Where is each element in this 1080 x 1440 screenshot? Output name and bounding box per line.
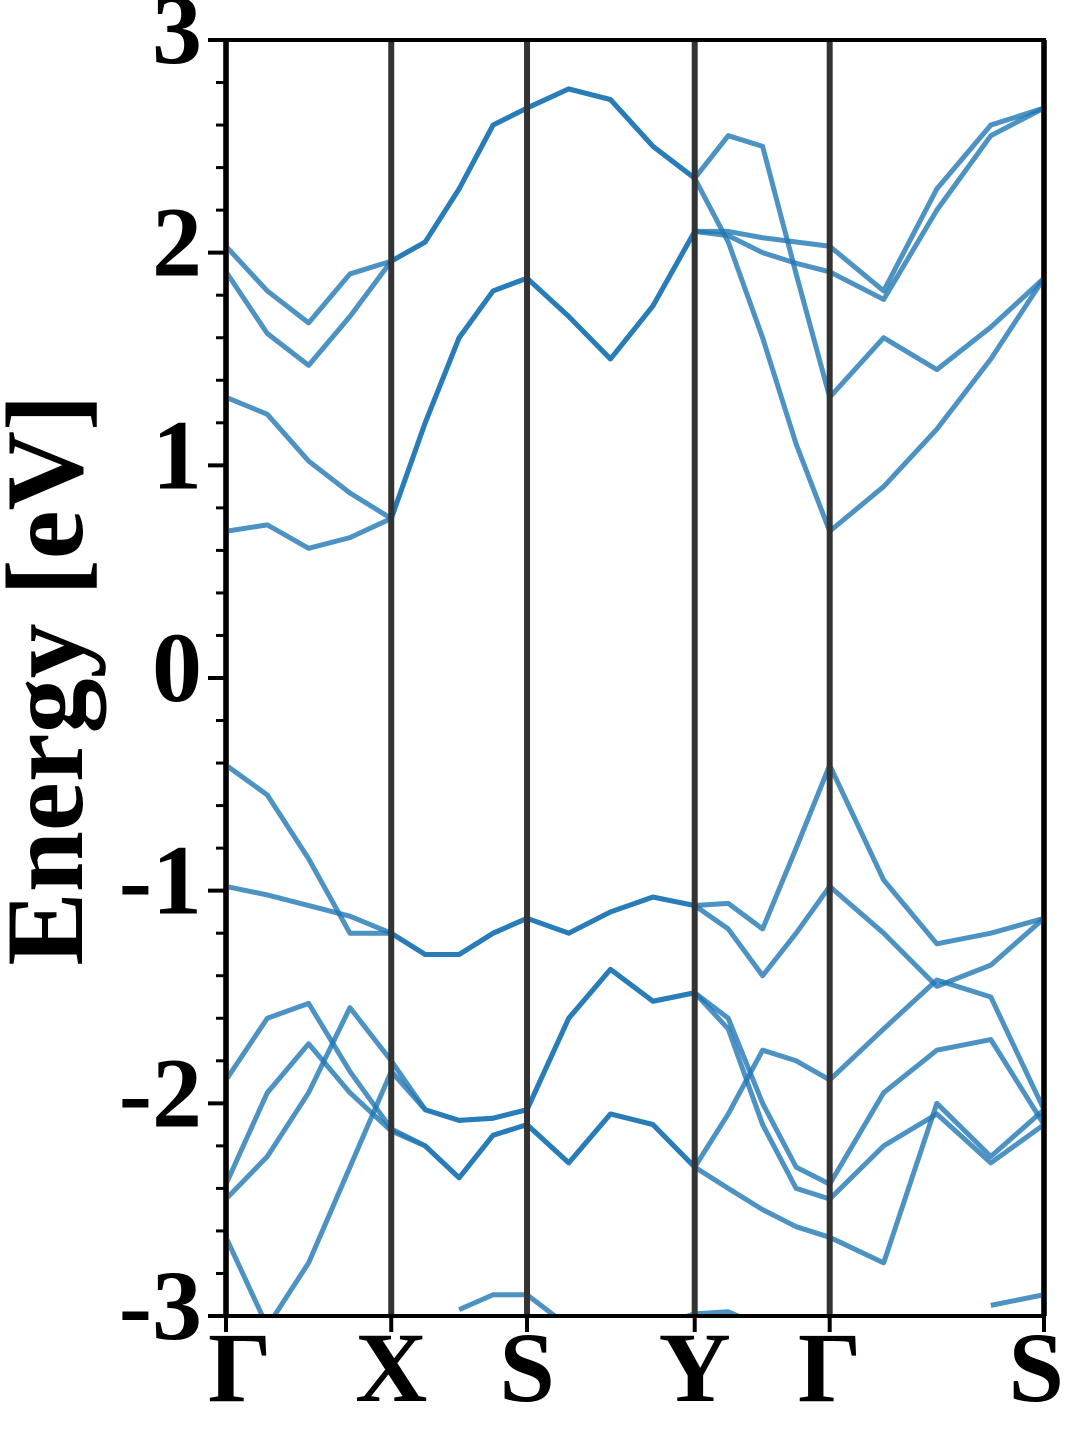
y-tick-label: 0 [152,612,202,723]
y-tick-label: 3 [152,0,202,85]
y-axis-title: Energy [eV] [0,394,106,965]
x-tick-label: Y [659,1312,731,1423]
y-tick-label: 1 [152,399,202,510]
x-tick-label: S [499,1312,555,1423]
band-line [226,86,1044,534]
y-tick-label: -1 [119,825,202,936]
x-tick-label: S [1008,1312,1064,1423]
y-tick-label: -2 [119,1037,202,1148]
band-line [226,883,1044,989]
band-line [226,1041,1044,1266]
x-tick-label: X [355,1312,427,1423]
band-line [226,762,1044,957]
band-line [226,105,1044,521]
band-line [458,1292,1044,1316]
x-tick-label: Γ [798,1312,862,1423]
x-tick-label: Γ [208,1312,272,1423]
band-line [226,86,1044,400]
plot-area [226,86,1044,1316]
y-tick-label: 2 [152,187,202,298]
y-tick-label: -3 [119,1250,202,1361]
band-line [226,966,1044,1316]
